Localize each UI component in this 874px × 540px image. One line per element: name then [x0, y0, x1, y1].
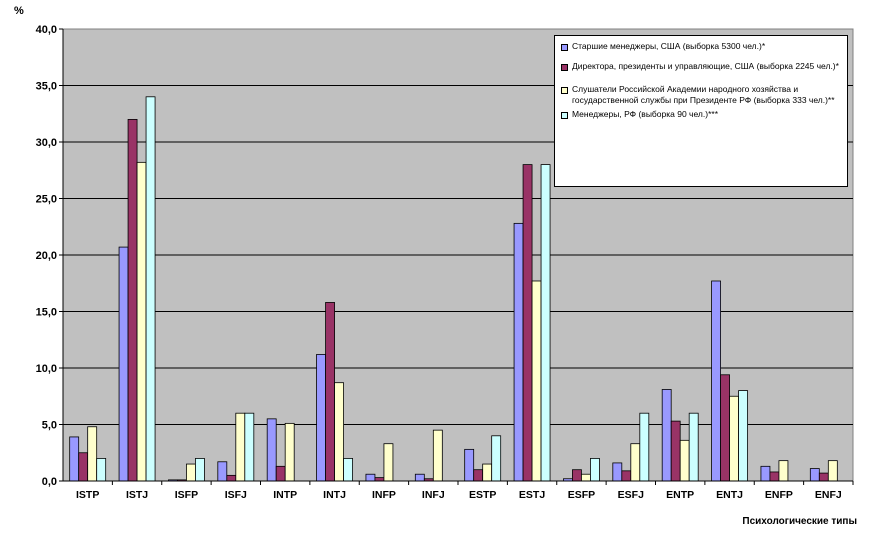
x-tick-label: INTJ	[323, 489, 346, 501]
x-tick-label: ESTJ	[519, 489, 545, 501]
y-axis-label: %	[14, 5, 24, 17]
bar	[96, 457, 107, 482]
bar	[679, 439, 690, 482]
bar	[688, 412, 699, 482]
bar	[711, 280, 721, 482]
bar	[760, 465, 771, 482]
bar	[729, 395, 739, 482]
bar	[186, 463, 196, 482]
legend-item: Менеджеры, РФ (выборка 90 чел.)***	[561, 109, 841, 120]
bar	[69, 436, 80, 482]
bar	[383, 443, 394, 482]
y-tick-labels: 0,0 5,0 10,0 15,0 20,0 25,0 30,0 35,0 40,0	[36, 24, 64, 488]
bar	[809, 468, 820, 482]
bar	[235, 412, 246, 482]
legend-swatch	[561, 64, 568, 71]
x-tick-label: INTP	[273, 489, 297, 501]
bar	[365, 473, 376, 482]
bar	[827, 460, 838, 482]
bar	[572, 469, 582, 482]
legend-swatch	[561, 87, 568, 94]
legend-swatch	[561, 44, 568, 51]
x-tick-label: ISTP	[76, 489, 99, 501]
x-tick-label: ISFJ	[225, 489, 247, 501]
legend-label: Менеджеры, РФ (выборка 90 чел.)***	[572, 109, 719, 119]
legend-label: Слушатели Российской Академии народного …	[572, 84, 835, 105]
y-tick-label: 25,0	[36, 194, 57, 206]
bar	[244, 412, 255, 482]
bar	[661, 389, 672, 482]
x-tick-label: ENTP	[666, 489, 694, 501]
y-tick-label: 5,0	[42, 420, 57, 432]
bar	[78, 452, 89, 482]
bar	[284, 422, 295, 482]
x-tick-labels: ISTP ISTJ ISFP ISFJ INTP INTJ INFP INFJ ESTP ESTJ…	[63, 480, 854, 501]
bar	[316, 354, 326, 482]
bar	[670, 420, 681, 482]
bar	[87, 426, 98, 482]
bar	[414, 473, 425, 482]
y-tick-label: 35,0	[36, 81, 57, 93]
x-tick-label: ENTJ	[716, 489, 743, 501]
bar	[266, 418, 277, 482]
bar	[374, 477, 385, 482]
bar	[738, 390, 748, 482]
bar	[720, 374, 730, 482]
bar	[590, 457, 600, 482]
bar	[540, 164, 551, 482]
x-tick-label: ISFP	[175, 489, 198, 501]
y-tick-label: 0,0	[42, 476, 57, 488]
y-tick-label: 20,0	[36, 250, 57, 262]
legend-item: Старшие менеджеры, США (выборка 5300 чел…	[561, 41, 841, 52]
legend-swatch	[561, 112, 568, 119]
legend-label: Директора, президенты и управляющие, США…	[572, 61, 839, 71]
y-tick-label: 10,0	[36, 363, 57, 375]
legend: Старшие менеджеры, США (выборка 5300 чел…	[554, 35, 848, 187]
x-tick-label: ENFJ	[815, 489, 842, 501]
y-tick-label: 40,0	[36, 24, 57, 36]
bar	[275, 465, 286, 482]
bar	[522, 164, 533, 482]
bar	[432, 429, 443, 482]
bar	[118, 246, 129, 482]
x-tick-label: ESTP	[469, 489, 496, 501]
bar	[136, 161, 147, 482]
bar	[195, 457, 205, 482]
bar	[621, 470, 632, 482]
bar	[127, 119, 138, 482]
legend-item: Директора, президенты и управляющие, США…	[561, 61, 841, 72]
x-axis-label: Психологические типы	[742, 516, 857, 527]
bar	[482, 463, 493, 482]
x-tick-label: INFJ	[422, 489, 445, 501]
x-tick-label: ISTJ	[126, 489, 148, 501]
legend-item: Слушатели Российской Академии народного …	[561, 84, 841, 106]
bar	[531, 280, 542, 482]
bar	[226, 474, 237, 482]
bar	[343, 457, 353, 482]
bar	[464, 448, 475, 482]
x-tick-label: ESFP	[568, 489, 595, 501]
bar	[217, 461, 228, 482]
bar	[513, 222, 524, 482]
bar	[630, 443, 641, 482]
x-tick-label: INFP	[372, 489, 396, 501]
x-tick-label: ESFJ	[618, 489, 644, 501]
bar	[473, 469, 484, 482]
bar	[581, 473, 591, 482]
x-tick-label: ENFP	[765, 489, 793, 501]
bar	[769, 471, 780, 482]
bar	[778, 460, 789, 482]
bar	[818, 472, 829, 482]
bar	[612, 462, 623, 482]
legend-label: Старшие менеджеры, США (выборка 5300 чел…	[572, 41, 766, 51]
bar	[145, 96, 156, 482]
bar	[334, 382, 344, 482]
bar	[639, 412, 650, 482]
bar	[491, 435, 502, 482]
y-tick-label: 30,0	[36, 137, 57, 149]
bar	[325, 302, 335, 482]
y-tick-label: 15,0	[36, 307, 57, 319]
